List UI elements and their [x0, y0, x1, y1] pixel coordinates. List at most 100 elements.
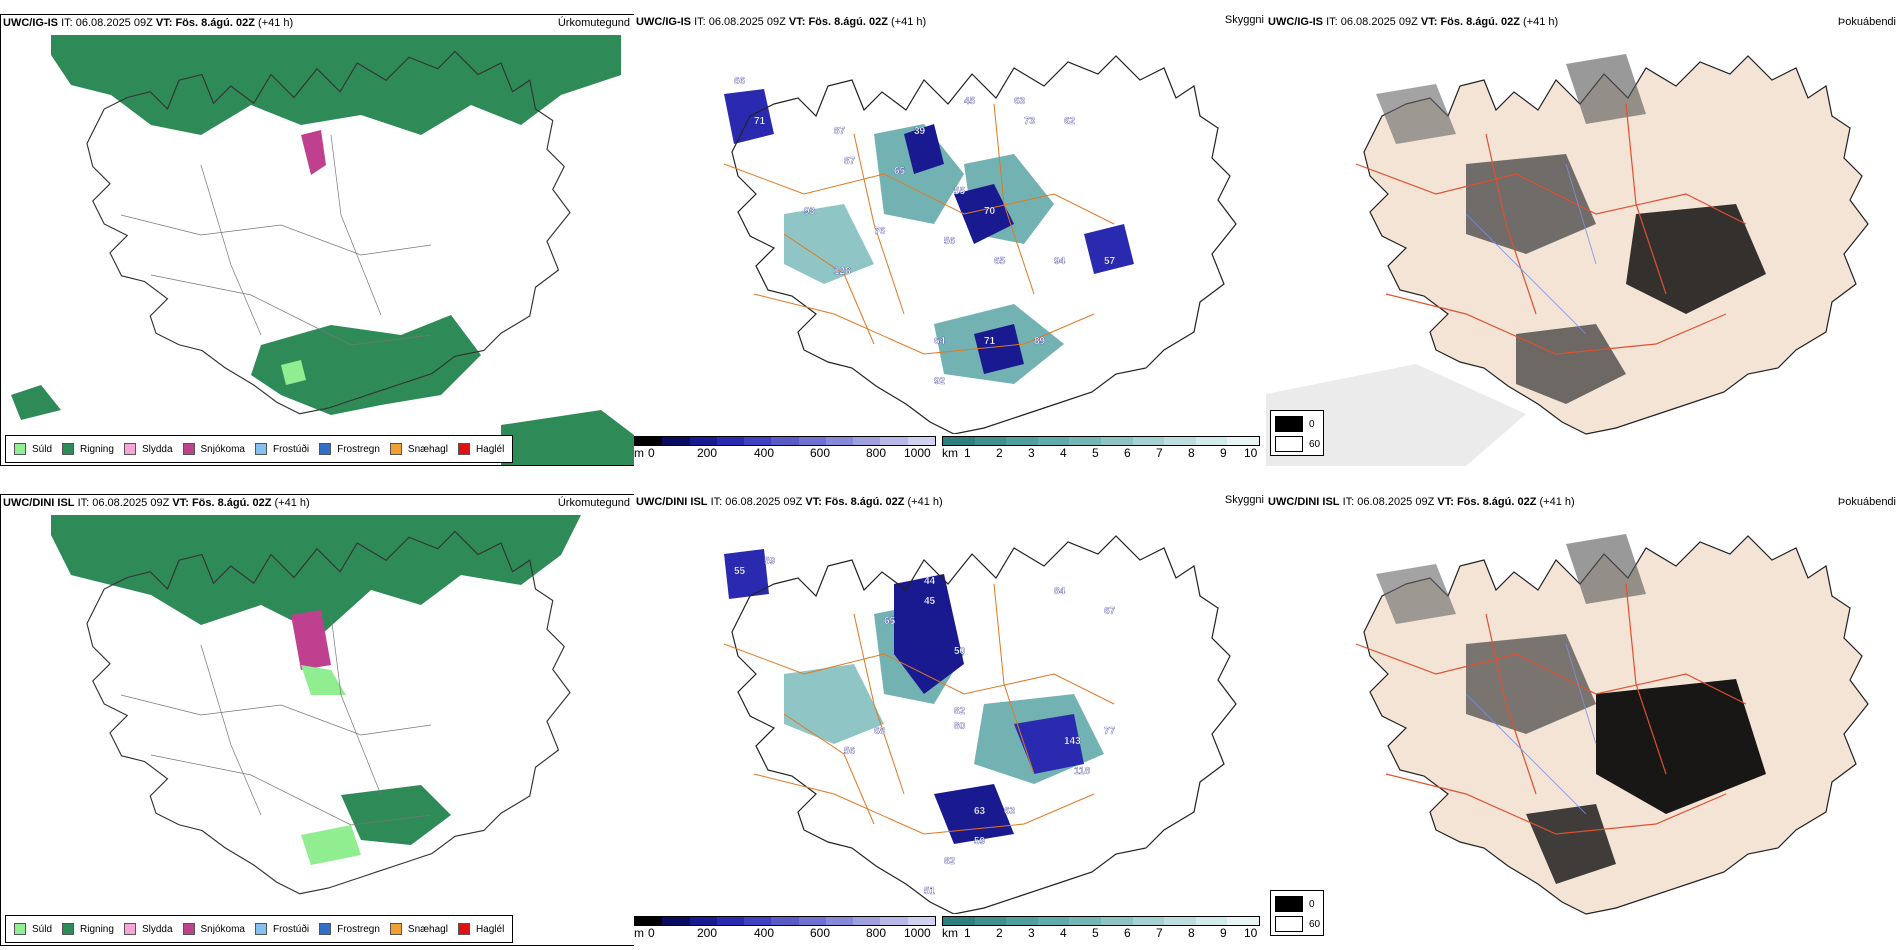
- legend-swatch: [319, 923, 332, 935]
- legend-swatch: [123, 923, 136, 935]
- fog-legend: 0 60: [1270, 410, 1324, 456]
- ceiling-colorbar: m 0 200 400 600 800 1000: [634, 436, 936, 460]
- visibility-tick: 9: [1220, 446, 1227, 460]
- ceiling-value-label: 73: [1024, 116, 1036, 127]
- visibility-tick: 3: [1028, 446, 1035, 460]
- precip-type-panel-bottom: UWC/DINI ISL IT: 06.08.2025 09Z VT: Fös.…: [0, 494, 635, 946]
- legend-swatch: [182, 923, 195, 935]
- ceiling-tick: 800: [866, 446, 887, 460]
- fog-index-panel-bottom: UWC/DINI ISL IT: 06.08.2025 09Z VT: Fös.…: [1266, 494, 1900, 946]
- ceiling-value-label: 66: [734, 76, 746, 87]
- panel-header: UWC/IG-IS IT: 06.08.2025 09Z VT: Fös. 8.…: [1268, 16, 1559, 28]
- ceiling-tick: 800: [866, 926, 887, 940]
- ceiling-tick: 600: [810, 926, 831, 940]
- ceiling-value-label: 56: [944, 236, 956, 247]
- visibility-unit: km: [942, 926, 958, 940]
- visibility-tick: 5: [1092, 926, 1099, 940]
- precip-type-legend: Súld Rigning Slydda Snjókoma Frostúði Fr…: [5, 435, 514, 463]
- ceiling-tick: 600: [810, 446, 831, 460]
- precip-map: [51, 515, 581, 895]
- ceiling-value-label: 93: [804, 206, 816, 217]
- cloud-map: 66 71 87 39 45 63 62 73 65 55 87 93 76 70 56 65 94 57 128 6…: [723, 55, 1237, 434]
- ceiling-value-label: 94: [1054, 256, 1066, 267]
- ceiling-value-label: 56: [844, 746, 856, 757]
- precip-type-panel-top: UWC/IG-IS IT: 06.08.2025 09Z VT: Fös. 8.…: [0, 14, 635, 466]
- fog-swatch-0: [1275, 896, 1303, 912]
- legend-swatch: [62, 443, 75, 455]
- ceiling-tick: 1000: [904, 926, 931, 940]
- visibility-tick: 2: [996, 446, 1003, 460]
- ceiling-value-label: 84: [1054, 586, 1066, 597]
- fog-map: [1355, 534, 1869, 915]
- panel-header: UWC/IG-IS IT: 06.08.2025 09Z VT: Fös. 8.…: [636, 16, 927, 28]
- visibility-tick: 7: [1156, 926, 1163, 940]
- ceiling-bar: [634, 916, 936, 926]
- ceiling-value-label: 55: [734, 566, 746, 577]
- visibility-bar: [942, 436, 1260, 446]
- ceiling-value-label: 128: [834, 266, 851, 277]
- ceiling-value-label: 77: [1104, 726, 1116, 737]
- ceiling-value-label: 65: [884, 616, 896, 627]
- panel-header: UWC/DINI ISL IT: 06.08.2025 09Z VT: Fös.…: [3, 497, 310, 509]
- cloud-visibility-panel-bottom: UWC/DINI ISL IT: 06.08.2025 09Z VT: Fös.…: [634, 494, 1268, 946]
- visibility-tick: 1: [964, 446, 971, 460]
- fog-swatch-60: [1275, 916, 1303, 932]
- legend-swatch: [389, 923, 402, 935]
- ceiling-value-label: 65: [894, 166, 906, 177]
- ceiling-value-label: 59: [974, 836, 986, 847]
- legend-swatch: [389, 443, 402, 455]
- cloud-visibility-panel-top: UWC/IG-IS IT: 06.08.2025 09Z VT: Fös. 8.…: [634, 14, 1268, 466]
- ceiling-value-label: 80: [954, 721, 966, 732]
- legend-swatch: [457, 443, 470, 455]
- ceiling-value-label: 63: [974, 806, 986, 817]
- ceiling-value-label: 51: [924, 886, 936, 897]
- ceiling-value-label: 45: [924, 596, 936, 607]
- ceiling-value-label: 70: [984, 206, 996, 217]
- product-title: Úrkomutegund: [557, 17, 630, 29]
- panel-header: UWC/IG-IS IT: 06.08.2025 09Z VT: Fös. 8.…: [3, 17, 294, 29]
- visibility-tick: 8: [1188, 926, 1195, 940]
- product-title: Þokuábendi: [1837, 496, 1896, 508]
- legend-swatch: [14, 923, 26, 935]
- ceiling-value-label: 87: [844, 156, 856, 167]
- visibility-tick: 6: [1124, 446, 1131, 460]
- ceiling-value-label: 50: [954, 646, 966, 657]
- product-title: Skyggni: [1224, 494, 1264, 506]
- visibility-tick: 1: [964, 926, 971, 940]
- fog-legend: 0 60: [1270, 890, 1324, 936]
- ceiling-unit: m: [634, 446, 644, 460]
- ceiling-value-label: 55: [954, 186, 966, 197]
- panel-header: UWC/DINI ISL IT: 06.08.2025 09Z VT: Fös.…: [1268, 496, 1575, 508]
- ceiling-bar: [634, 436, 936, 446]
- ceiling-tick: 200: [697, 926, 718, 940]
- ceiling-value-label: 68: [874, 726, 886, 737]
- fog-swatch-0: [1275, 416, 1303, 432]
- product-title: Þokuábendi: [1837, 16, 1896, 28]
- legend-swatch: [457, 923, 470, 935]
- ceiling-value-label: 57: [1104, 256, 1116, 267]
- ceiling-value-label: 44: [924, 576, 936, 587]
- cloud-map: 55 59 44 45 65 50 84 67 82 80 68 56 77 143 118 63 63 59 82…: [723, 535, 1237, 914]
- visibility-tick: 4: [1060, 446, 1067, 460]
- visibility-colorbar: km 1 2 3 4 5 6 7 8 9 10: [942, 916, 1260, 940]
- visibility-tick: 5: [1092, 446, 1099, 460]
- ceiling-tick: 400: [754, 446, 775, 460]
- legend-swatch: [62, 923, 75, 935]
- ceiling-value-label: 39: [914, 126, 926, 137]
- legend-swatch: [319, 443, 332, 455]
- ceiling-value-label: 59: [764, 556, 776, 567]
- fog-map: [1266, 54, 1869, 466]
- precip-map: [11, 35, 634, 465]
- legend-swatch: [254, 443, 267, 455]
- ceiling-tick: 200: [697, 446, 718, 460]
- ceiling-value-label: 62: [1064, 116, 1076, 127]
- ceiling-tick: 400: [754, 926, 775, 940]
- visibility-tick: 10: [1244, 926, 1258, 940]
- product-title: Skyggni: [1224, 14, 1264, 26]
- ceiling-value-label: 71: [754, 116, 766, 127]
- visibility-tick: 2: [996, 926, 1003, 940]
- ceiling-value-label: 65: [994, 256, 1006, 267]
- visibility-unit: km: [942, 446, 958, 460]
- visibility-tick: 7: [1156, 446, 1163, 460]
- visibility-tick: 10: [1244, 446, 1258, 460]
